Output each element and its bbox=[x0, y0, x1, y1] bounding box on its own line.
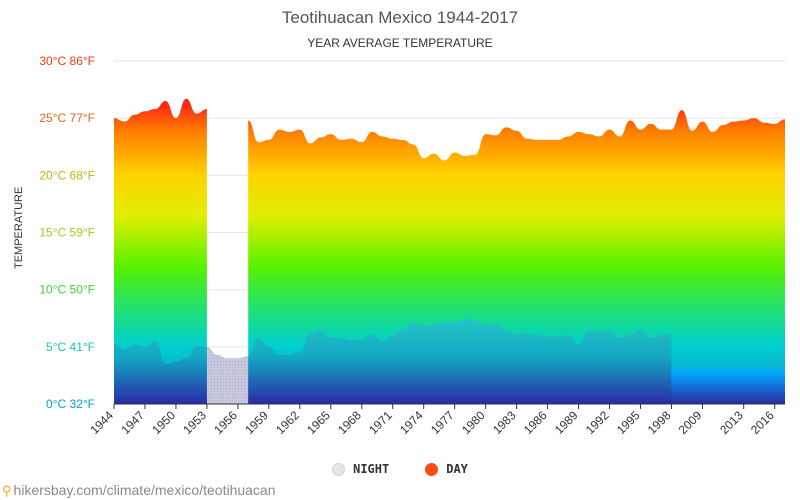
legend-item-night[interactable]: NIGHT bbox=[332, 462, 389, 476]
x-tick-label: 1956 bbox=[211, 408, 240, 437]
x-tick-label: 1953 bbox=[180, 408, 209, 437]
night-swatch-icon bbox=[332, 462, 346, 476]
y-tick-label: 10°C 50°F bbox=[39, 283, 95, 297]
chart-subtitle: YEAR AVERAGE TEMPERATURE bbox=[307, 36, 493, 50]
x-tick-label: 1986 bbox=[521, 408, 550, 437]
legend-item-day[interactable]: DAY bbox=[425, 462, 468, 476]
day-area bbox=[114, 98, 207, 404]
x-tick-label: 1989 bbox=[552, 408, 581, 437]
x-tick-label: 1992 bbox=[583, 408, 612, 437]
x-tick-label: 1971 bbox=[366, 408, 395, 437]
night-gap-area bbox=[206, 346, 249, 404]
no-night-data-band bbox=[671, 369, 785, 404]
source-link-text: hikersbay.com/climate/mexico/teotihuacan bbox=[13, 482, 276, 498]
x-tick-label: 1995 bbox=[614, 408, 643, 437]
x-tick-label: 1959 bbox=[242, 408, 271, 437]
y-tick-label: 5°C 41°F bbox=[46, 340, 95, 354]
night-area bbox=[114, 341, 207, 404]
y-axis-label: TEMPERATURE bbox=[13, 186, 25, 269]
y-tick-label: 30°C 86°F bbox=[39, 54, 95, 68]
y-axis-tick-labels: 0°C 32°F 5°C 41°F 10°C 50°F 15°C 59°F 20°C 6… bbox=[39, 54, 95, 411]
x-axis-tick-labels: 1944 1947 1950 1953 1956 1959 1962 1965 1968 1971… bbox=[87, 404, 777, 437]
legend-night-label: NIGHT bbox=[353, 462, 390, 476]
x-tick-label: 1947 bbox=[118, 408, 147, 437]
x-tick-label: 1962 bbox=[273, 408, 302, 437]
x-tick-label: 1980 bbox=[459, 408, 488, 437]
location-pin-icon: ⚲ bbox=[2, 483, 12, 498]
legend: NIGHT DAY bbox=[0, 462, 800, 476]
night-area bbox=[248, 318, 672, 404]
plot-area bbox=[114, 98, 785, 404]
x-tick-label: 2009 bbox=[676, 408, 705, 437]
x-tick-label: 1974 bbox=[397, 408, 426, 437]
source-link[interactable]: ⚲ hikersbay.com/climate/mexico/teotihuaca… bbox=[2, 482, 276, 499]
x-tick-label: 1983 bbox=[490, 408, 519, 437]
x-tick-label: 1977 bbox=[428, 408, 457, 437]
legend-day-label: DAY bbox=[446, 462, 468, 476]
x-tick-label: 1965 bbox=[304, 408, 333, 437]
y-tick-label: 15°C 59°F bbox=[39, 226, 95, 240]
day-swatch-icon bbox=[425, 462, 439, 476]
x-tick-label: 2013 bbox=[717, 408, 746, 437]
y-tick-label: 25°C 77°F bbox=[39, 111, 95, 125]
x-tick-label: 1968 bbox=[335, 408, 364, 437]
y-tick-label: 0°C 32°F bbox=[46, 397, 95, 411]
chart-title: Teotihuacan Mexico 1944-2017 bbox=[281, 8, 519, 27]
x-tick-label: 2016 bbox=[748, 408, 777, 437]
day-area bbox=[248, 110, 785, 404]
y-tick-label: 20°C 68°F bbox=[39, 168, 95, 182]
x-tick-label: 1950 bbox=[149, 408, 178, 437]
x-tick-label: 1998 bbox=[645, 408, 674, 437]
x-tick-label: 1944 bbox=[87, 408, 116, 437]
